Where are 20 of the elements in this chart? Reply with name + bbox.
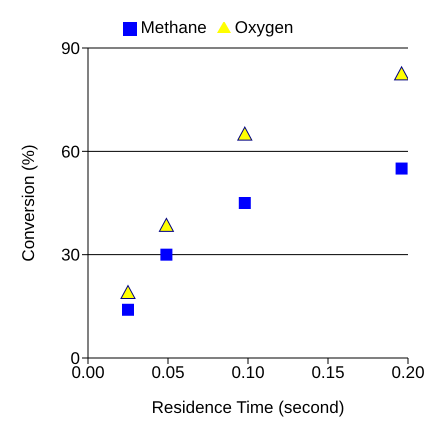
y-tick-label: 30 [61, 246, 80, 265]
point [158, 218, 174, 232]
x-tick-label: 0.00 [71, 363, 105, 382]
x-tick-label: 0.20 [391, 363, 425, 382]
y-axis-title: Conversion (%) [19, 144, 38, 262]
point [122, 304, 134, 316]
x-tick-label: 0.10 [231, 363, 265, 382]
y-tick-label: 60 [61, 142, 80, 162]
point [394, 66, 408, 80]
x-tick-label: 0.15 [311, 363, 345, 382]
point [238, 197, 251, 209]
point [237, 126, 252, 141]
x-axis-title: Residence Time (second) [152, 398, 344, 417]
y-tick-label: 90 [61, 39, 80, 58]
legend-label: Oxygen [234, 18, 294, 37]
x-tick-label: 0.05 [151, 363, 185, 382]
point [396, 162, 408, 175]
point [120, 285, 136, 300]
legend-label: Methane [140, 18, 207, 37]
point [160, 248, 172, 261]
